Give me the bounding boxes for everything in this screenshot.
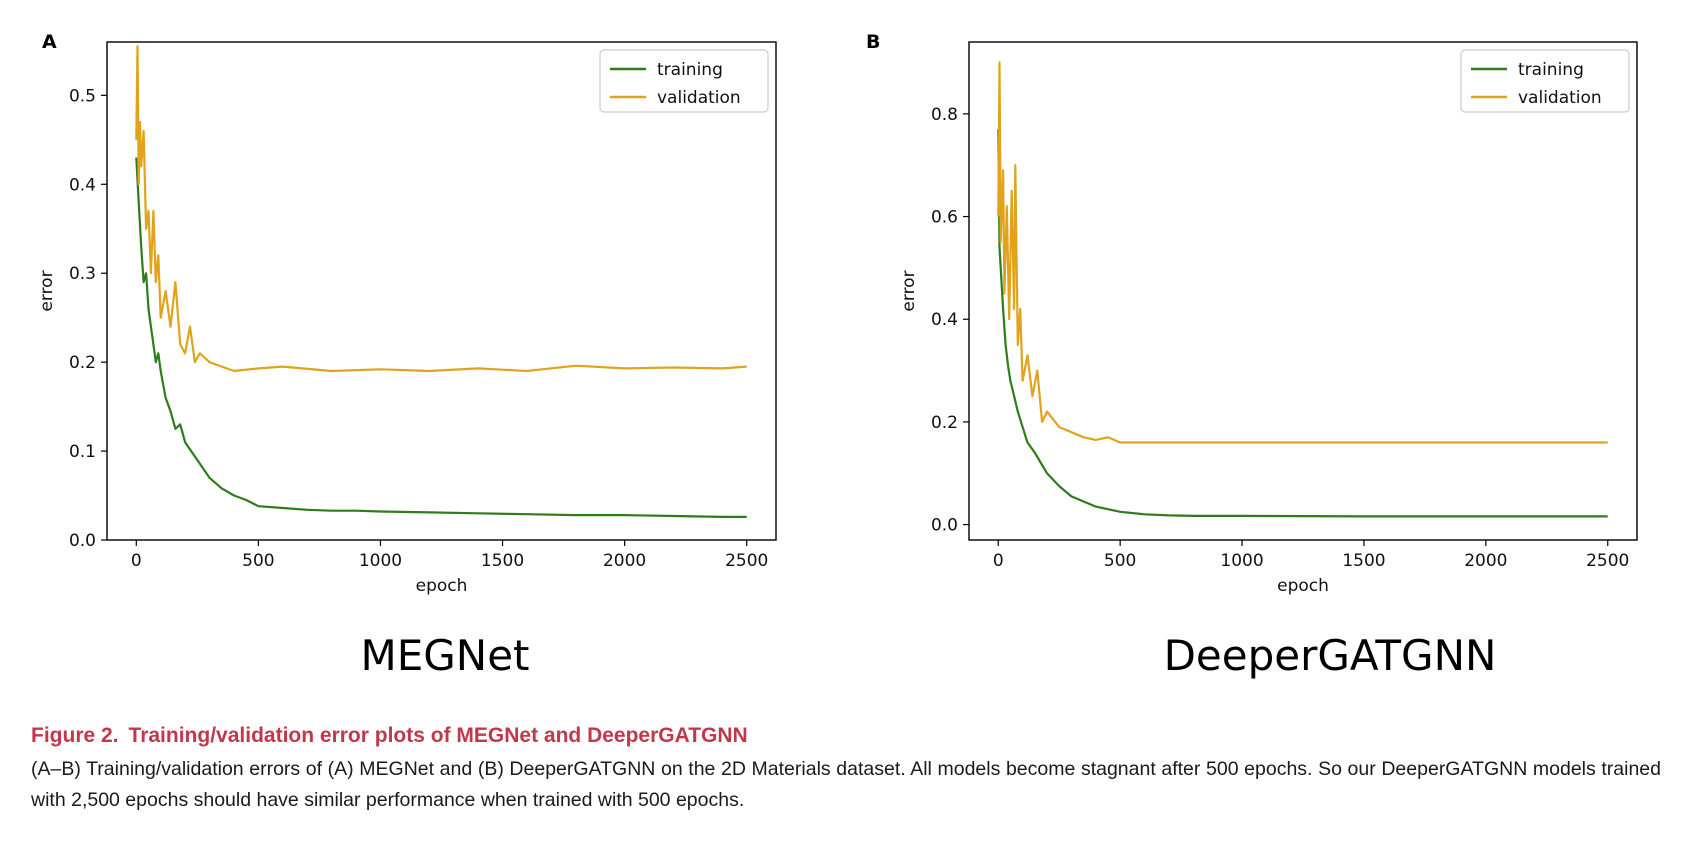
panel-a-plot-frame <box>106 41 777 541</box>
panel-b-y-tick-label: 0.8 <box>931 105 958 125</box>
panel-b-plot-frame <box>968 41 1638 541</box>
panel-b-x-tick-label: 500 <box>1104 551 1136 571</box>
charts-canvas: A 0 500 1000 1500 2000 2500 0.0 0.1 0.2 0.3 0.4 0.5 e… <box>37 31 1638 680</box>
panel-b-legend-label-validation: validation <box>1518 88 1602 108</box>
panel-a-series-training-line <box>135 157 747 519</box>
panel-a-y-tick-label: 0.2 <box>69 353 96 373</box>
panel-a-model-name: MEGNet <box>360 631 529 680</box>
panel-a-legend-label-training: training <box>657 60 723 80</box>
panel-a-x-tick-label: 500 <box>242 551 274 571</box>
panel-a-y-tick-label: 0.1 <box>69 442 96 462</box>
panel-b-x-axis-label: epoch <box>1277 576 1329 596</box>
panel-b-y-axis-label: error <box>899 270 919 311</box>
figure-caption: Figure 2. Training/validation error plots… <box>31 722 1661 816</box>
panel-b-legend-label-training: training <box>1518 60 1584 80</box>
panel-b-x-tick-label: 1000 <box>1220 551 1263 571</box>
panel-b-label: B <box>866 31 880 53</box>
panel-b-model-name: DeeperGATGNN <box>1164 631 1497 680</box>
panel-a-series-validation-line <box>135 45 747 373</box>
panel-b-y-tick-label: 0.4 <box>931 310 958 330</box>
panel-a-x-tick-label: 0 <box>131 551 142 571</box>
panel-b-y-tick-label: 0.2 <box>931 413 958 433</box>
panel-a-x-tick-label: 2500 <box>725 551 768 571</box>
figure-label: Figure 2. <box>31 724 119 747</box>
panel-a-y-tick-label: 0.0 <box>69 531 96 551</box>
figure-title: Training/validation error plots of MEGNe… <box>128 724 748 747</box>
caption-body: (A–B) Training/validation errors of (A) … <box>31 758 1661 811</box>
panel-a-x-tick-label: 1000 <box>359 551 402 571</box>
panel-a-x-tick-label: 2000 <box>603 551 646 571</box>
panel-b-y-tick-label: 0.0 <box>931 516 958 536</box>
panel-b-series-training-line <box>997 129 1608 518</box>
panel-b-x-tick-label: 0 <box>993 551 1004 571</box>
panel-a-y-axis-label: error <box>37 270 57 311</box>
panel-a-y-tick-label: 0.5 <box>69 86 96 106</box>
panel-a-label: A <box>42 31 57 53</box>
panel-b-x-tick-label: 1500 <box>1342 551 1385 571</box>
panel-b-y-tick-label: 0.6 <box>931 208 958 228</box>
panel-a-y-tick-label: 0.3 <box>69 264 96 284</box>
panel-a-x-axis-label: epoch <box>416 576 468 596</box>
panel-b-x-tick-label: 2500 <box>1586 551 1629 571</box>
caption-title-line: Figure 2. Training/validation error plots… <box>31 722 1661 750</box>
panel-b-series-validation-line <box>997 61 1608 444</box>
panel-a-y-tick-label: 0.4 <box>69 175 96 195</box>
panel-b-x-tick-label: 2000 <box>1464 551 1507 571</box>
panel-a-legend-label-validation: validation <box>657 88 741 108</box>
panel-a-x-tick-label: 1500 <box>481 551 524 571</box>
